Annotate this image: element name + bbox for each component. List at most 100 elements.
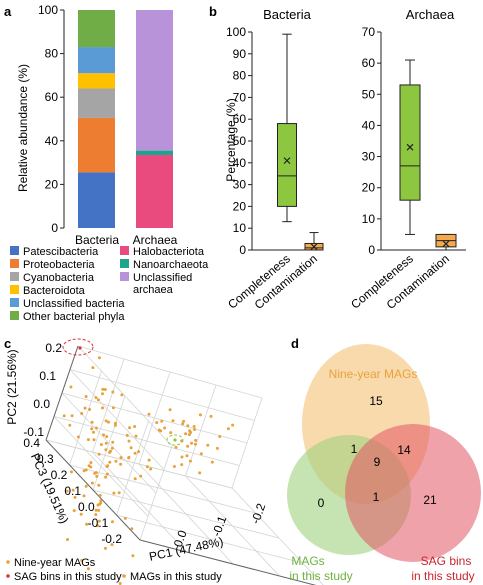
legend-label: SAG bins in this study bbox=[14, 571, 122, 583]
venn-label-mags-this-study-1: MAGs bbox=[291, 554, 324, 568]
sag-highlight-circle bbox=[62, 338, 94, 356]
panel-b: b Percentage (%) Bacteria Archaea 0 10 20 3… bbox=[209, 4, 466, 312]
point-nine-year-mag bbox=[210, 460, 214, 464]
point-nine-year-mag bbox=[62, 414, 66, 418]
point-nine-year-mag bbox=[111, 440, 115, 444]
point-nine-year-mag bbox=[163, 426, 167, 430]
point-nine-year-mag bbox=[104, 419, 108, 423]
point-nine-year-mag bbox=[84, 395, 88, 398]
point-nine-year-mag bbox=[96, 398, 100, 402]
legend-label: Halobacteriota bbox=[133, 246, 205, 258]
point-nine-year-mag bbox=[188, 459, 192, 463]
point-nine-year-mag bbox=[73, 495, 77, 499]
panel-c-pc3-tick: -0.2 bbox=[101, 532, 122, 546]
panel-b-ytick-label: 40 bbox=[233, 156, 247, 170]
point-nine-year-mag bbox=[139, 474, 143, 478]
point-nine-year-mag bbox=[80, 559, 84, 562]
panel-b-title-archaea: Archaea bbox=[406, 7, 455, 22]
panel-b-label: b bbox=[209, 4, 217, 19]
point-nine-year-mag bbox=[168, 408, 172, 412]
point-nine-year-mag bbox=[105, 465, 109, 468]
point-nine-year-mag bbox=[71, 488, 75, 492]
point-nine-year-mag bbox=[113, 423, 117, 427]
venn-count-nine-only: 15 bbox=[369, 394, 383, 408]
panel-c-pc3-tick: 0.3 bbox=[37, 452, 54, 466]
point-nine-year-mag bbox=[119, 456, 123, 460]
panel-a-bars bbox=[78, 10, 173, 228]
point-nine-year-mag bbox=[98, 493, 102, 497]
panel-c-pc2-tick: 0.0 bbox=[33, 397, 50, 411]
point-nine-year-mag bbox=[182, 419, 186, 423]
panel-c-grid-floor-b bbox=[138, 463, 234, 565]
legend-label-cont: archaea bbox=[133, 284, 174, 296]
point-nine-year-mag bbox=[65, 489, 69, 493]
panel-a-legend: Patescibacteria Halobacteriota Proteobacte… bbox=[10, 246, 209, 323]
point-nine-year-mag bbox=[105, 472, 109, 476]
panel-c-3d-frame bbox=[45, 345, 324, 585]
point-nine-year-mag bbox=[134, 434, 138, 438]
point-nine-year-mag bbox=[98, 502, 102, 506]
panel-b-ytick-label: 100 bbox=[226, 25, 246, 39]
panel-a-ytick-label: 80 bbox=[45, 47, 59, 61]
point-nine-year-mag bbox=[110, 543, 114, 547]
panel-b-ytick-label: 20 bbox=[362, 181, 376, 195]
legend-label: Nine-year MAGs bbox=[14, 557, 96, 569]
panel-c-grid-v bbox=[138, 371, 171, 465]
panel-c-axis-pc1 bbox=[139, 539, 317, 585]
panel-b-ytick-label: 70 bbox=[233, 90, 247, 104]
panel-b-title-bacteria: Bacteria bbox=[263, 7, 311, 22]
panel-b-ytick-label: 50 bbox=[233, 134, 247, 148]
point-nine-year-mag bbox=[91, 366, 95, 370]
legend-marker bbox=[6, 574, 10, 578]
venn-count-mags-sag: 1 bbox=[373, 490, 380, 504]
panel-c-grid-left-a bbox=[116, 420, 149, 516]
point-nine-year-mag bbox=[120, 393, 124, 397]
panel-c-grid-h bbox=[53, 416, 240, 466]
panel-c-pc1-tick: -0.2 bbox=[248, 501, 268, 526]
panel-c-grid-left-b bbox=[53, 416, 149, 517]
point-nine-year-mag bbox=[104, 448, 108, 452]
point-nine-year-mag bbox=[128, 426, 132, 430]
point-nine-year-mag bbox=[172, 465, 176, 468]
panel-c-grid-floor-b bbox=[231, 487, 324, 585]
point-nine-year-mag bbox=[147, 458, 151, 462]
panel-b-ytick-label: 30 bbox=[362, 150, 376, 164]
point-nine-year-mag bbox=[97, 483, 101, 487]
panel-c-grid-v bbox=[231, 397, 263, 489]
panel-c-pc3-tick: 0.4 bbox=[23, 436, 40, 450]
point-nine-year-mag bbox=[83, 406, 87, 410]
panel-c-axis-pc3 bbox=[45, 439, 141, 541]
point-nine-year-mag bbox=[171, 419, 175, 423]
bar-segment-patescibacteria bbox=[78, 172, 115, 228]
panel-b-xtick-label: Contamination bbox=[384, 252, 452, 312]
point-nine-year-mag bbox=[187, 433, 191, 437]
point-nine-year-mag bbox=[102, 433, 106, 437]
bar-segment-halobacteriota bbox=[136, 154, 173, 228]
point-nine-year-mag bbox=[111, 390, 115, 394]
panel-b-ytick-label: 10 bbox=[233, 221, 247, 235]
point-nine-year-mag bbox=[70, 470, 73, 474]
point-nine-year-mag bbox=[114, 459, 118, 463]
point-nine-year-mag bbox=[108, 451, 111, 454]
point-nine-year-mag bbox=[72, 509, 76, 513]
point-nine-year-mag bbox=[110, 446, 114, 450]
point-nine-year-mag bbox=[76, 435, 80, 439]
box-mean-marker bbox=[310, 243, 318, 251]
point-nine-year-mag bbox=[181, 422, 185, 426]
panel-a-ytick-label: 100 bbox=[38, 3, 58, 17]
point-nine-year-mag bbox=[129, 446, 133, 450]
point-nine-year-mag bbox=[209, 414, 213, 418]
point-nine-year-mag bbox=[94, 513, 98, 517]
legend-label: Nanoarchaeota bbox=[133, 259, 209, 271]
panel-c-pc1-tick: 0.0 bbox=[171, 528, 190, 549]
panel-c-label: c bbox=[4, 336, 11, 351]
point-nine-year-mag bbox=[88, 408, 92, 411]
panel-c-ticks: 0.20.10.0-0.10.40.30.20.10.0-0.1-0.2 0.0-… bbox=[23, 341, 268, 549]
point-nine-year-mag bbox=[226, 427, 230, 431]
point-nine-year-mag bbox=[82, 469, 86, 473]
point-nine-year-mag bbox=[198, 413, 202, 417]
point-nine-year-mag bbox=[94, 508, 98, 512]
legend-swatch bbox=[120, 259, 129, 268]
panel-c-pc3-tick: 0.2 bbox=[51, 468, 68, 482]
point-nine-year-mag bbox=[104, 441, 108, 445]
